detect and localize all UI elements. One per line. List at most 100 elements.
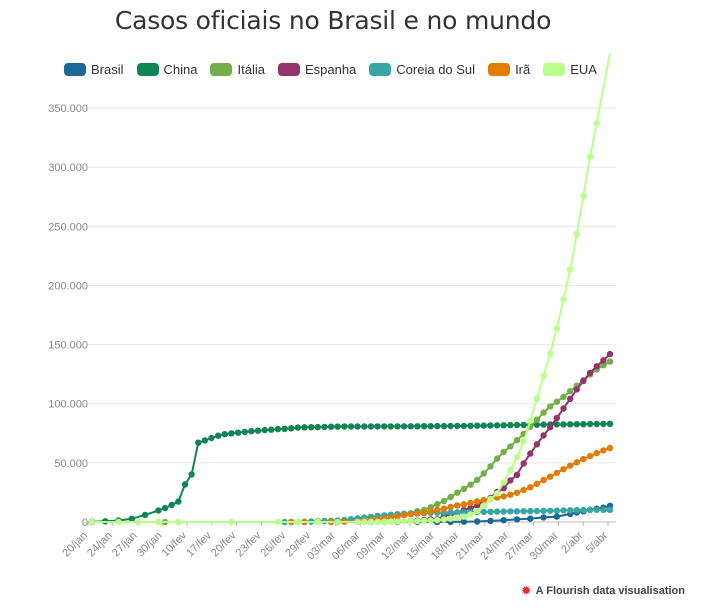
data-point[interactable]	[474, 498, 481, 505]
data-point[interactable]	[553, 325, 561, 332]
legend-item[interactable]: Irã	[488, 62, 530, 77]
data-point[interactable]	[274, 518, 282, 526]
data-point[interactable]	[500, 448, 507, 456]
data-point[interactable]	[88, 518, 96, 526]
data-point[interactable]	[168, 501, 175, 509]
data-point[interactable]	[600, 447, 607, 454]
data-point[interactable]	[586, 452, 594, 460]
data-point[interactable]	[394, 513, 401, 520]
data-point[interactable]	[327, 423, 335, 430]
data-point[interactable]	[580, 192, 587, 200]
data-point[interactable]	[586, 153, 594, 160]
data-point[interactable]	[447, 515, 454, 522]
legend-item[interactable]: Brasil	[64, 62, 124, 77]
data-point[interactable]	[513, 471, 521, 478]
data-point[interactable]	[195, 439, 202, 446]
data-point[interactable]	[600, 506, 607, 513]
data-point[interactable]	[467, 422, 474, 429]
data-point[interactable]	[135, 518, 142, 526]
data-point[interactable]	[487, 422, 494, 429]
data-point[interactable]	[447, 503, 454, 511]
data-point[interactable]	[367, 518, 375, 526]
data-point[interactable]	[586, 506, 594, 514]
data-point[interactable]	[394, 518, 401, 525]
data-point[interactable]	[540, 514, 547, 521]
data-point[interactable]	[234, 429, 242, 436]
data-point[interactable]	[580, 377, 587, 385]
data-point[interactable]	[573, 386, 580, 393]
data-point[interactable]	[414, 423, 421, 430]
data-point[interactable]	[460, 513, 468, 520]
data-point[interactable]	[381, 423, 388, 430]
data-point[interactable]	[474, 518, 481, 525]
legend-item[interactable]: Espanha	[277, 62, 356, 77]
data-point[interactable]	[513, 516, 521, 523]
data-point[interactable]	[454, 422, 461, 430]
legend-item[interactable]: Coreia do Sul	[369, 62, 475, 77]
data-point[interactable]	[593, 420, 600, 428]
data-point[interactable]	[467, 511, 474, 518]
data-point[interactable]	[507, 421, 514, 429]
data-point[interactable]	[527, 484, 534, 491]
data-point[interactable]	[460, 485, 468, 493]
data-point[interactable]	[580, 455, 587, 463]
data-point[interactable]	[493, 455, 501, 462]
data-point[interactable]	[567, 395, 574, 402]
data-point[interactable]	[188, 471, 195, 478]
data-point[interactable]	[454, 489, 461, 496]
data-point[interactable]	[500, 493, 507, 500]
data-point[interactable]	[487, 495, 494, 503]
data-point[interactable]	[500, 508, 507, 515]
data-point[interactable]	[221, 431, 228, 438]
data-point[interactable]	[507, 508, 514, 515]
data-point[interactable]	[606, 350, 614, 358]
data-point[interactable]	[155, 518, 162, 526]
data-point[interactable]	[500, 517, 507, 524]
data-point[interactable]	[374, 423, 381, 430]
data-point[interactable]	[334, 423, 341, 430]
data-point[interactable]	[520, 421, 527, 429]
data-point[interactable]	[600, 362, 607, 369]
data-point[interactable]	[533, 421, 541, 428]
data-point[interactable]	[527, 417, 534, 425]
data-point[interactable]	[560, 421, 567, 428]
data-point[interactable]	[606, 420, 614, 427]
data-point[interactable]	[540, 476, 547, 484]
data-point[interactable]	[460, 501, 468, 508]
data-point[interactable]	[500, 479, 507, 486]
data-point[interactable]	[387, 423, 394, 430]
data-point[interactable]	[454, 514, 461, 521]
data-point[interactable]	[314, 518, 321, 526]
data-point[interactable]	[507, 443, 514, 450]
data-point[interactable]	[434, 422, 441, 430]
data-point[interactable]	[274, 425, 282, 433]
data-point[interactable]	[374, 518, 381, 526]
data-point[interactable]	[600, 357, 607, 364]
data-point[interactable]	[593, 363, 600, 370]
data-point[interactable]	[400, 518, 408, 525]
data-point[interactable]	[513, 453, 521, 461]
data-point[interactable]	[460, 518, 468, 525]
data-point[interactable]	[301, 424, 308, 431]
data-point[interactable]	[580, 421, 587, 428]
data-point[interactable]	[460, 422, 468, 430]
data-point[interactable]	[567, 266, 574, 273]
data-point[interactable]	[573, 459, 580, 466]
legend-item[interactable]: China	[136, 62, 197, 77]
data-point[interactable]	[513, 437, 521, 444]
data-point[interactable]	[547, 424, 554, 431]
data-point[interactable]	[593, 506, 600, 514]
data-point[interactable]	[128, 515, 135, 522]
data-point[interactable]	[115, 518, 122, 526]
data-point[interactable]	[593, 449, 600, 457]
data-point[interactable]	[487, 508, 494, 515]
data-point[interactable]	[593, 120, 600, 127]
data-point[interactable]	[493, 508, 501, 515]
data-point[interactable]	[567, 421, 574, 428]
data-point[interactable]	[347, 423, 355, 430]
data-point[interactable]	[527, 515, 534, 522]
data-point[interactable]	[454, 502, 461, 509]
data-point[interactable]	[520, 438, 527, 445]
data-point[interactable]	[560, 296, 567, 303]
data-point[interactable]	[334, 518, 341, 526]
